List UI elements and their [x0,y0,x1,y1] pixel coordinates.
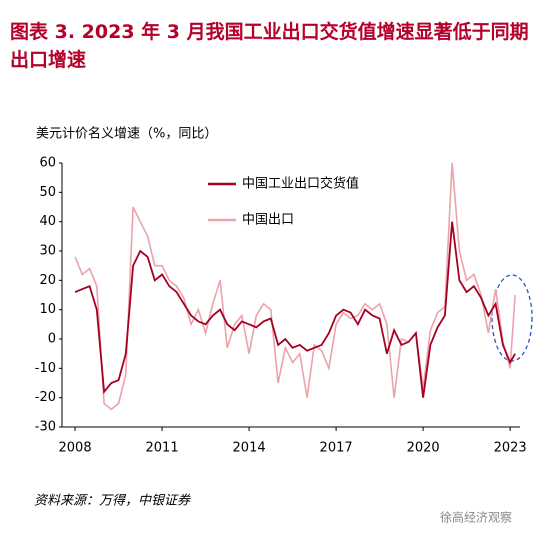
x-tick-label: 2008 [59,441,92,456]
chart-title: 图表 3. 2023 年 3 月我国工业出口交货值增速显著低于同期出口增速 [10,21,529,71]
y-tick-label: 10 [39,302,56,317]
watermark: 徐高经济观察 [440,510,512,525]
y-axis-label: 美元计价名义增速（%，同比） [36,126,217,142]
x-tick-label: 2011 [146,441,179,456]
x-tick-label: 2020 [407,441,440,456]
y-tick-label: 20 [39,273,56,288]
x-tick-label: 2014 [233,441,266,456]
legend-label: 中国出口 [242,213,294,228]
highlight-ellipse [491,274,533,362]
y-tick-label: 50 [39,185,56,200]
y-tick-label: 0 [48,332,56,347]
series-line [74,221,516,398]
y-tick-label: 60 [39,156,56,171]
y-tick-label: -10 [35,361,56,376]
y-tick-label: 40 [39,214,56,229]
x-tick-label: 2017 [320,441,353,456]
y-tick-label: -30 [35,420,56,435]
y-tick-label: -20 [35,390,56,405]
x-tick-label: 2023 [494,441,527,456]
y-tick-label: 30 [39,244,56,259]
legend-label: 中国工业出口交货值 [242,176,359,192]
series-line [74,162,516,411]
source: 资料来源：万得，中银证券 [34,494,191,509]
